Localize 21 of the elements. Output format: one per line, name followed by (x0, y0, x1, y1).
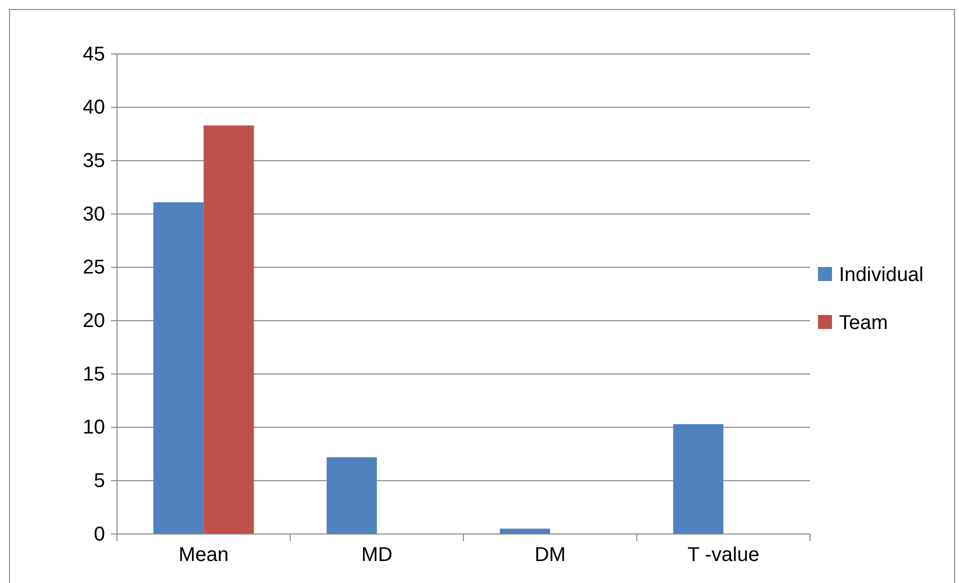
y-tick-label: 40 (82, 96, 105, 119)
x-tick-label: MD (361, 544, 392, 566)
x-tick-label: Mean (178, 544, 229, 566)
x-tick-label: DM (534, 544, 566, 566)
legend-label: Team (839, 312, 888, 334)
x-tick-label: T -value (687, 544, 760, 566)
y-tick-label: 5 (94, 470, 105, 492)
bar (673, 424, 724, 534)
bar (500, 528, 550, 534)
legend-label: Individual (839, 264, 924, 286)
y-tick-label: 25 (82, 256, 105, 279)
bar (326, 457, 377, 534)
y-tick-label: 20 (82, 310, 105, 332)
y-tick-label: 45 (82, 43, 105, 66)
bar (204, 125, 254, 534)
y-tick-label: 10 (82, 416, 105, 439)
y-tick-label: 35 (82, 150, 105, 172)
y-tick-label: 15 (82, 363, 105, 386)
bar (153, 202, 204, 534)
y-tick-label: 30 (82, 203, 105, 226)
y-tick-label: 0 (94, 523, 105, 546)
